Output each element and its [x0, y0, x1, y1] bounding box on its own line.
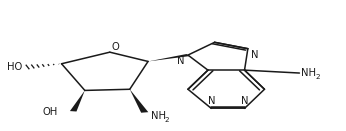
Text: 2: 2 [316, 73, 320, 80]
Polygon shape [70, 90, 85, 111]
Polygon shape [130, 89, 148, 113]
Text: N: N [241, 96, 248, 106]
Text: 2: 2 [165, 117, 169, 123]
Text: NH: NH [301, 68, 316, 78]
Text: N: N [208, 96, 215, 106]
Text: N: N [177, 56, 185, 66]
Text: HO: HO [7, 62, 22, 72]
Polygon shape [148, 54, 189, 61]
Text: OH: OH [43, 107, 58, 117]
Text: NH: NH [152, 111, 166, 121]
Text: N: N [251, 50, 259, 60]
Text: O: O [111, 42, 119, 52]
